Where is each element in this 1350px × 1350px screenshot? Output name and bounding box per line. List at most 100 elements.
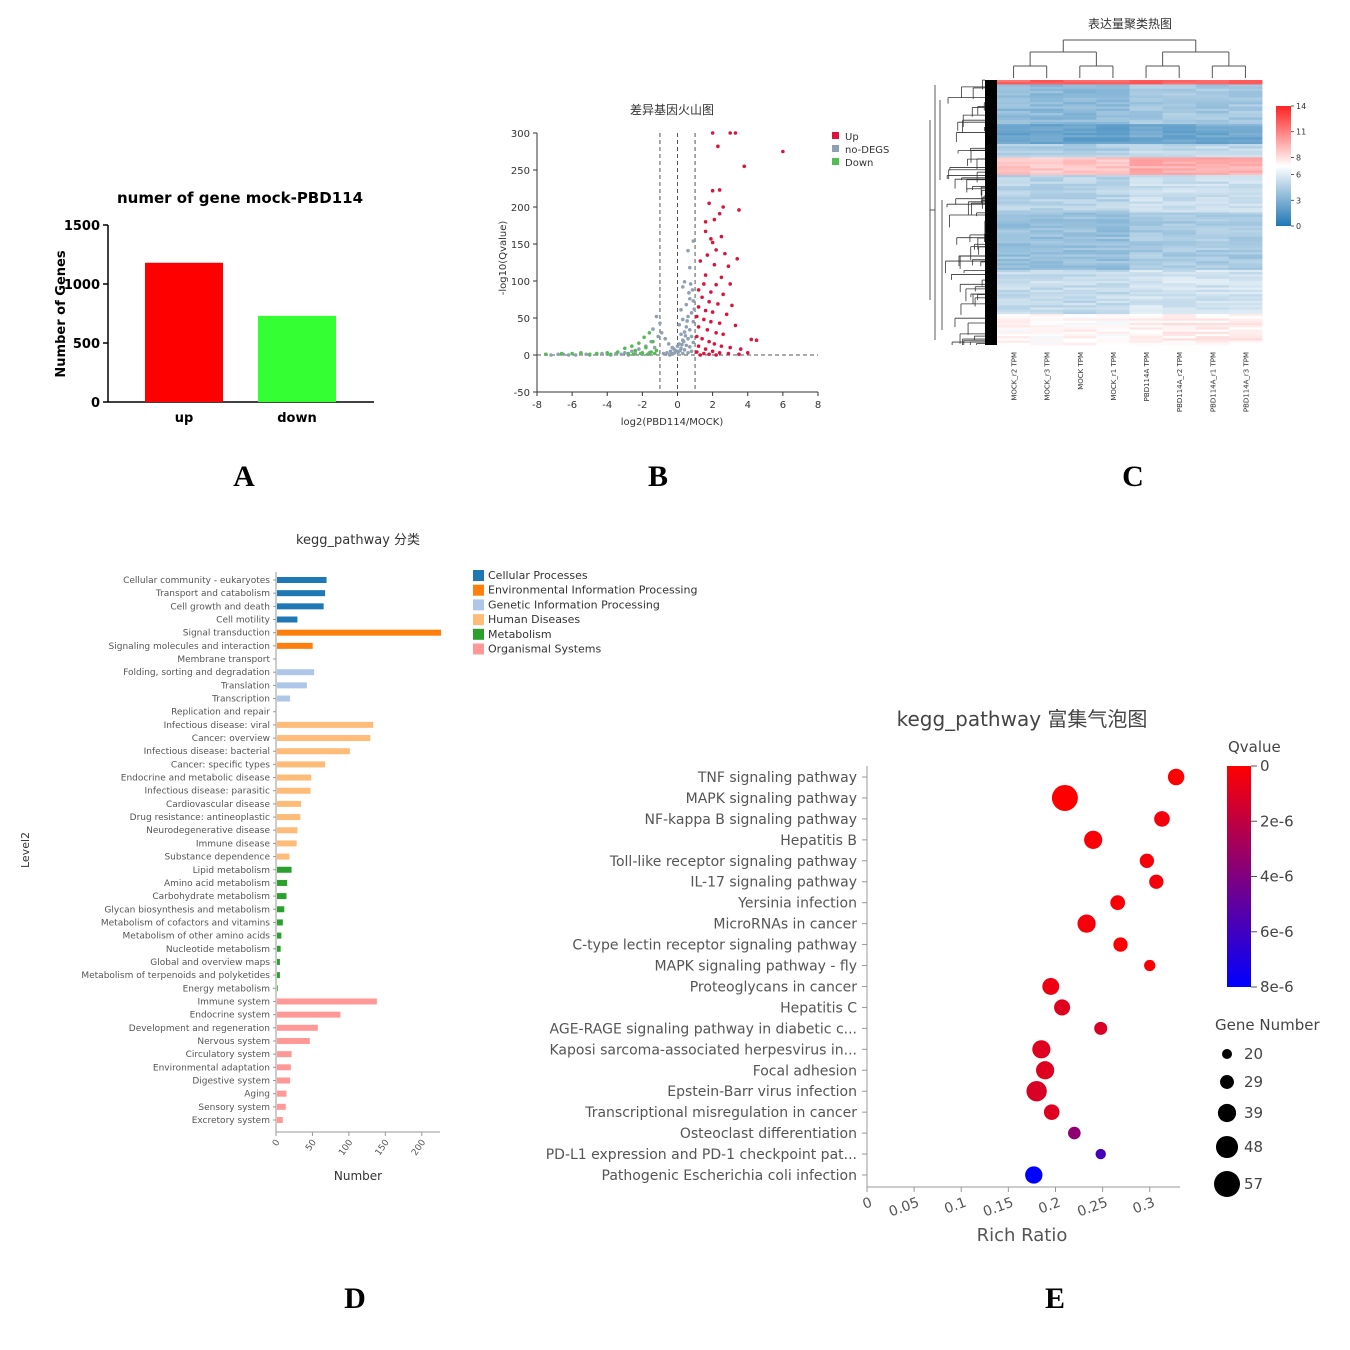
c-cell <box>997 150 1031 154</box>
c-cell <box>1195 199 1230 202</box>
c-cell <box>1063 135 1097 138</box>
c-cell <box>1162 221 1197 224</box>
c-cell <box>1195 177 1230 180</box>
c-cell <box>1129 316 1164 319</box>
c-cell <box>1195 203 1230 207</box>
b-xtick-label: 6 <box>780 400 786 411</box>
c-cell <box>1030 152 1064 156</box>
c-cell <box>1030 144 1064 147</box>
e-xtick-label: 0.1 <box>942 1195 968 1218</box>
c-cell <box>1063 272 1097 275</box>
d-bar <box>277 774 312 781</box>
c-cell <box>1096 150 1130 154</box>
c-cell <box>997 117 1031 121</box>
c-cell <box>1162 157 1197 160</box>
c-cell <box>1195 318 1230 322</box>
b-point-Up <box>716 302 720 306</box>
c-cell <box>1162 329 1197 333</box>
c-cell <box>1030 88 1064 92</box>
c-cell <box>1162 159 1197 163</box>
c-cell <box>1162 88 1197 92</box>
c-cell <box>1129 303 1164 306</box>
e-bubble <box>1110 895 1126 911</box>
c-cell <box>1195 256 1230 260</box>
c-cell <box>1030 269 1064 273</box>
b-point-Down <box>587 352 592 357</box>
c-cell <box>1030 303 1064 306</box>
b-point-no-DEGS <box>683 333 688 338</box>
d-bar <box>277 761 326 768</box>
c-cell <box>1063 115 1097 118</box>
c-cell <box>1063 338 1097 341</box>
e-bubble <box>1149 874 1164 889</box>
c-cell <box>1162 342 1197 346</box>
c-cell <box>1063 183 1097 187</box>
d-bar <box>277 906 285 913</box>
c-cell <box>1030 232 1064 235</box>
d-legend-swatch <box>473 584 484 596</box>
c-cell <box>1228 150 1263 154</box>
b-point-no-DEGS <box>663 336 668 341</box>
c-cell <box>997 239 1031 242</box>
c-cell <box>1030 117 1064 121</box>
c-cell <box>1063 124 1097 127</box>
c-cell <box>1195 278 1230 282</box>
c-cell <box>1063 121 1097 125</box>
c-cell <box>1030 174 1064 178</box>
b-point-no-DEGS <box>676 350 681 354</box>
d-legend-label: Cellular Processes <box>488 569 588 582</box>
c-cell <box>1228 108 1263 112</box>
c-cell <box>1063 320 1097 324</box>
c-cell <box>997 303 1031 306</box>
c-cell <box>1063 197 1097 200</box>
c-cell <box>1228 82 1263 85</box>
c-cell <box>1228 223 1263 227</box>
c-cell <box>1228 201 1263 205</box>
e-pathway-label: IL-17 signaling pathway <box>690 875 857 891</box>
c-cell <box>1129 201 1164 205</box>
c-cell <box>1195 80 1230 83</box>
c-cell <box>997 194 1031 198</box>
b-point-no-DEGS <box>684 325 689 329</box>
b-point-no-DEGS <box>686 314 690 319</box>
c-cell <box>1030 181 1064 185</box>
d-legend-label: Genetic Information Processing <box>488 598 660 611</box>
e-bubble <box>1113 937 1128 952</box>
c-cell <box>997 201 1031 205</box>
c-cell <box>1096 252 1130 255</box>
d-category-label: Metabolism of terpenoids and polyketides <box>81 971 270 981</box>
c-cell <box>1063 329 1097 333</box>
b-point-Up <box>703 229 708 234</box>
c-cell <box>1195 292 1230 295</box>
c-cell <box>1162 225 1197 229</box>
c-cell <box>1129 280 1164 284</box>
b-point-no-DEGS <box>689 349 694 354</box>
c-cell <box>1030 97 1064 101</box>
c-cell <box>1129 311 1164 315</box>
c-cell <box>1129 300 1164 304</box>
c-cell <box>1129 188 1164 191</box>
b-point-no-DEGS <box>680 317 685 322</box>
a-ytick-label: 0 <box>91 396 100 411</box>
c-cell <box>1096 223 1130 227</box>
b-point-Up <box>695 314 699 319</box>
c-column-label: MOCK_r1 TPM <box>1110 352 1118 401</box>
c-cell <box>997 254 1031 258</box>
c-cell <box>1162 239 1197 242</box>
c-cell <box>997 146 1031 149</box>
c-cell <box>1129 97 1164 101</box>
e-size-legend-dot <box>1215 1135 1239 1159</box>
c-cell <box>1063 159 1097 163</box>
e-bubble <box>1025 1166 1043 1184</box>
c-cell <box>1228 86 1263 90</box>
c-cell <box>1030 157 1064 160</box>
b-ytick-label: 100 <box>511 277 530 288</box>
c-cell <box>1195 287 1230 291</box>
b-xtick-label: 8 <box>815 400 821 411</box>
c-cell <box>1096 133 1130 136</box>
c-cell <box>1063 99 1097 103</box>
c-cell <box>997 309 1031 313</box>
c-cell <box>997 285 1031 288</box>
d-bar <box>277 735 371 742</box>
c-cell <box>1063 208 1097 211</box>
